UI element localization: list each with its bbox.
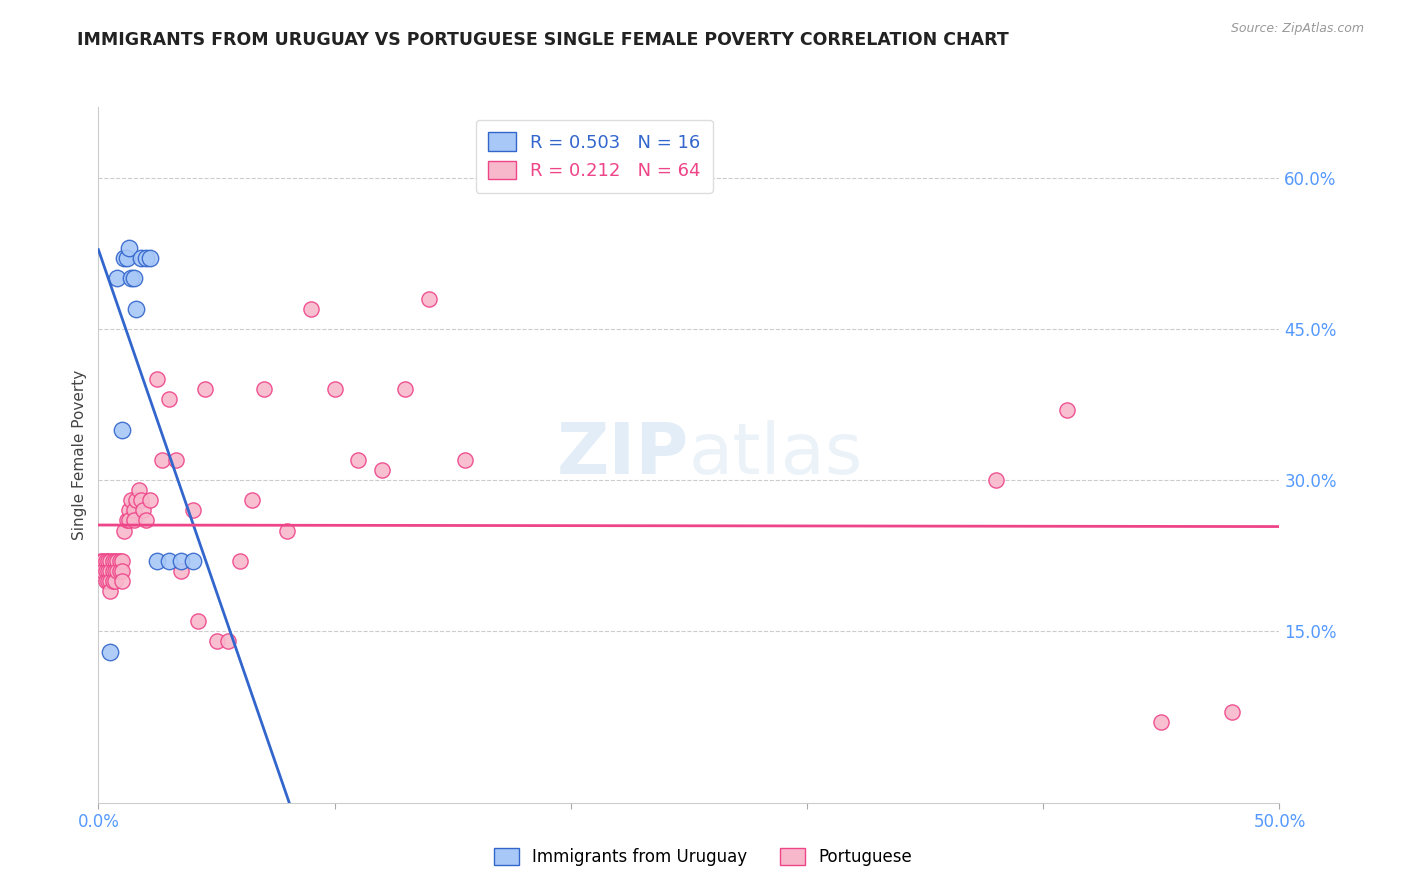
Point — [118, 513, 141, 527]
Point — [94, 564, 117, 578]
Legend: Immigrants from Uruguay, Portuguese: Immigrants from Uruguay, Portuguese — [485, 840, 921, 875]
Text: atlas: atlas — [689, 420, 863, 490]
Point — [104, 574, 127, 588]
Point — [122, 271, 145, 285]
Point — [165, 453, 187, 467]
Point — [97, 564, 120, 578]
Point — [111, 574, 134, 588]
Point — [984, 473, 1007, 487]
Point — [125, 493, 148, 508]
Point — [122, 503, 145, 517]
Text: ZIP: ZIP — [557, 420, 689, 490]
Point — [111, 423, 134, 437]
Point — [108, 564, 131, 578]
Point — [371, 463, 394, 477]
Point — [115, 513, 138, 527]
Point — [139, 252, 162, 266]
Text: IMMIGRANTS FROM URUGUAY VS PORTUGUESE SINGLE FEMALE POVERTY CORRELATION CHART: IMMIGRANTS FROM URUGUAY VS PORTUGUESE SI… — [77, 31, 1010, 49]
Point — [98, 584, 121, 599]
Y-axis label: Single Female Poverty: Single Female Poverty — [72, 370, 87, 540]
Point — [146, 554, 169, 568]
Point — [121, 271, 143, 285]
Legend: R = 0.503   N = 16, R = 0.212   N = 64: R = 0.503 N = 16, R = 0.212 N = 64 — [475, 120, 713, 193]
Point — [217, 634, 239, 648]
Point — [101, 574, 124, 588]
Point — [94, 554, 117, 568]
Point — [98, 574, 121, 588]
Text: Source: ZipAtlas.com: Source: ZipAtlas.com — [1230, 22, 1364, 36]
Point — [157, 554, 180, 568]
Point — [418, 292, 440, 306]
Point — [1056, 402, 1078, 417]
Point — [108, 554, 131, 568]
Point — [91, 564, 114, 578]
Point — [105, 271, 128, 285]
Point — [112, 524, 135, 538]
Point — [194, 383, 217, 397]
Point — [1220, 705, 1243, 719]
Point — [129, 252, 152, 266]
Point — [112, 252, 135, 266]
Point — [128, 483, 150, 498]
Point — [229, 554, 252, 568]
Point — [181, 503, 204, 517]
Point — [135, 252, 157, 266]
Point — [1150, 715, 1173, 730]
Point — [170, 554, 193, 568]
Point — [453, 453, 475, 467]
Point — [90, 554, 112, 568]
Point — [111, 564, 134, 578]
Point — [101, 554, 124, 568]
Point — [205, 634, 228, 648]
Point — [150, 453, 173, 467]
Point — [91, 554, 114, 568]
Point — [115, 252, 138, 266]
Point — [347, 453, 370, 467]
Point — [98, 644, 121, 658]
Point — [240, 493, 263, 508]
Point — [104, 564, 127, 578]
Point — [98, 564, 121, 578]
Point — [394, 383, 416, 397]
Point — [105, 554, 128, 568]
Point — [170, 564, 193, 578]
Point — [122, 513, 145, 527]
Point — [111, 554, 134, 568]
Point — [118, 503, 141, 517]
Point — [98, 554, 121, 568]
Point — [97, 554, 120, 568]
Point — [94, 574, 117, 588]
Point — [135, 513, 157, 527]
Point — [187, 615, 209, 629]
Point — [139, 493, 162, 508]
Point — [97, 574, 120, 588]
Point — [132, 503, 155, 517]
Point — [181, 554, 204, 568]
Point — [105, 564, 128, 578]
Point — [121, 493, 143, 508]
Point — [276, 524, 298, 538]
Point — [129, 493, 152, 508]
Point — [323, 383, 346, 397]
Point — [299, 301, 322, 316]
Point — [157, 392, 180, 407]
Point — [253, 383, 276, 397]
Point — [104, 554, 127, 568]
Point — [146, 372, 169, 386]
Point — [101, 564, 124, 578]
Point — [118, 241, 141, 255]
Point — [125, 301, 148, 316]
